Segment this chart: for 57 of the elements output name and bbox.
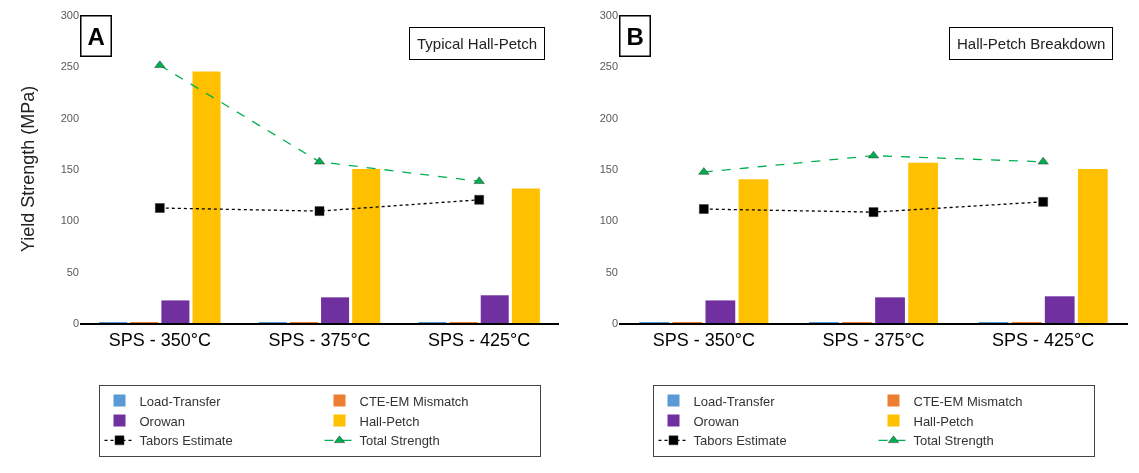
point (314, 206, 325, 216)
point (699, 204, 709, 214)
y-tick-label: 200 (60, 111, 79, 124)
point (155, 203, 165, 213)
legend-label: Total Strength (359, 433, 440, 449)
y-tick-label: 200 (599, 111, 618, 124)
legend-label: Tabors Estimate (139, 433, 233, 449)
x-tick-label: SPS - 425°C (428, 330, 531, 351)
y-axis-title: Yield Strength (MPa) (18, 85, 38, 253)
x-tick-label: SPS - 375°C (268, 330, 371, 351)
legend-label: CTE-EM Mismatch (913, 393, 1023, 409)
point (314, 157, 325, 165)
bar (161, 300, 190, 323)
y-tick-label: 300 (60, 8, 79, 21)
bar (1044, 296, 1075, 323)
y-tick-label: 300 (599, 8, 618, 21)
annotation: A (87, 22, 105, 50)
legend-label: Load-Transfer (693, 393, 776, 409)
y-tick-label: 250 (599, 60, 618, 73)
y-tick-label: 100 (599, 214, 618, 227)
text: Hall-Petch Breakdown (957, 35, 1106, 52)
x-tick-label: SPS - 425°C (992, 330, 1095, 351)
y-tick-label: 250 (60, 60, 79, 73)
bar (192, 71, 221, 323)
bar (480, 295, 509, 323)
bar (875, 297, 905, 323)
legend-label: Load-Transfer (139, 393, 222, 409)
legend-label: Total Strength (913, 433, 994, 449)
y-tick-label: 150 (60, 162, 79, 175)
y-tick-label: 0 (611, 316, 618, 329)
bar (321, 297, 350, 323)
legend-label: Tabors Estimate (693, 433, 787, 449)
legend-label: Orowan (693, 413, 740, 429)
legend-label: Hall-Petch (359, 413, 420, 429)
y-tick-label: 150 (599, 162, 618, 175)
x-tick-label: SPS - 375°C (822, 330, 925, 351)
annotation: B (626, 22, 644, 50)
bar (511, 188, 540, 323)
legend-label: Orowan (139, 413, 186, 429)
bar (705, 300, 736, 323)
y-tick-label: 0 (72, 316, 79, 329)
x-tick-label: SPS - 350°C (108, 330, 211, 351)
point (868, 150, 879, 159)
y-tick-label: 50 (66, 265, 79, 278)
point (474, 195, 484, 205)
bar (352, 169, 381, 323)
y-tick-label: 100 (60, 214, 79, 227)
legend-label: CTE-EM Mismatch (359, 393, 469, 409)
y-tick-label: 50 (605, 265, 618, 278)
bar (908, 162, 939, 323)
bar (738, 179, 769, 323)
point (868, 207, 879, 217)
bar (1077, 169, 1108, 323)
x-tick-label: SPS - 350°C (652, 330, 755, 351)
text: Typical Hall-Petch (417, 35, 538, 52)
legend-label: Hall-Petch (913, 413, 974, 429)
point (1038, 197, 1048, 207)
